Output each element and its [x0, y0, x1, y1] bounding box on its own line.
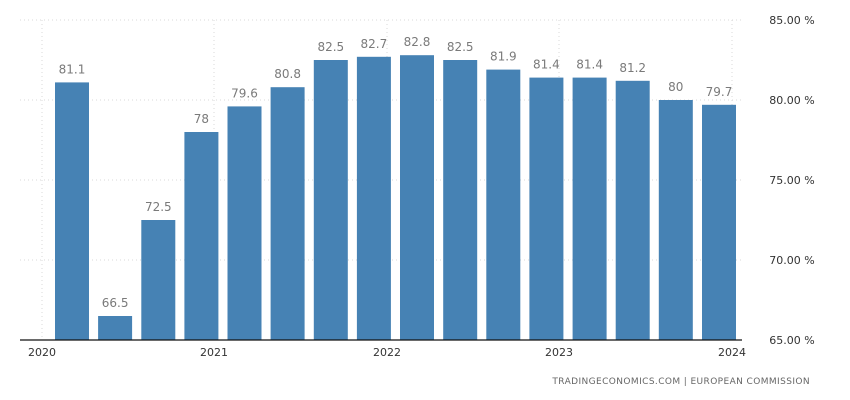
y-tick-label: 80.00 %	[769, 94, 814, 107]
bar	[658, 100, 693, 340]
bar-value-label: 80	[668, 80, 683, 94]
bar	[443, 60, 478, 340]
bar-value-label: 82.7	[361, 37, 388, 51]
bar-value-label: 82.5	[447, 40, 474, 54]
bar	[55, 82, 89, 341]
bar-value-label: 82.5	[317, 40, 344, 54]
x-tick-label: 2024	[718, 346, 746, 359]
bar	[400, 55, 434, 340]
bar	[486, 69, 521, 340]
x-tick-label: 2021	[200, 346, 228, 359]
x-tick-label: 2020	[28, 346, 56, 359]
bar	[572, 77, 607, 340]
bar	[702, 104, 736, 340]
bar	[270, 87, 305, 340]
bar-value-label: 79.6	[231, 86, 258, 100]
bar-value-label: 72.5	[145, 200, 172, 214]
x-tick-label: 2023	[545, 346, 573, 359]
bar-value-label: 81.9	[490, 50, 517, 64]
bar-value-label: 81.4	[576, 58, 603, 72]
source-credit: TRADINGECONOMICS.COM | EUROPEAN COMMISSI…	[552, 377, 810, 387]
bar	[615, 80, 650, 341]
bar-value-label: 79.7	[706, 85, 733, 99]
data-labels: 81.1 66.5 72.5 78 79.6 80.8 82.5 82.7 82.8 82.5 81…	[59, 35, 733, 310]
bar	[227, 106, 262, 341]
bar	[356, 56, 391, 341]
bar-value-label: 81.4	[533, 58, 560, 72]
bar	[313, 60, 348, 340]
bar-value-label: 66.5	[102, 296, 129, 310]
bars	[55, 55, 736, 341]
bar	[184, 132, 219, 340]
y-tick-label: 70.00 %	[769, 254, 814, 267]
bar-value-label: 81.1	[59, 62, 86, 76]
y-axis: 65.00 % 70.00 % 75.00 % 80.00 % 85.00 %	[769, 14, 814, 347]
bar-value-label: 81.2	[619, 61, 646, 75]
bar-value-label: 80.8	[274, 67, 301, 81]
y-tick-label: 75.00 %	[769, 174, 814, 187]
x-axis: 2020 2021 2022 2023 2024	[20, 339, 746, 359]
bar	[98, 316, 133, 340]
y-tick-label: 65.00 %	[769, 334, 814, 347]
bar	[141, 220, 176, 340]
bar	[529, 77, 564, 340]
bar-value-label: 82.8	[404, 35, 431, 49]
bar-value-label: 78	[194, 112, 209, 126]
y-tick-label: 85.00 %	[769, 14, 814, 27]
x-tick-label: 2022	[373, 346, 401, 359]
